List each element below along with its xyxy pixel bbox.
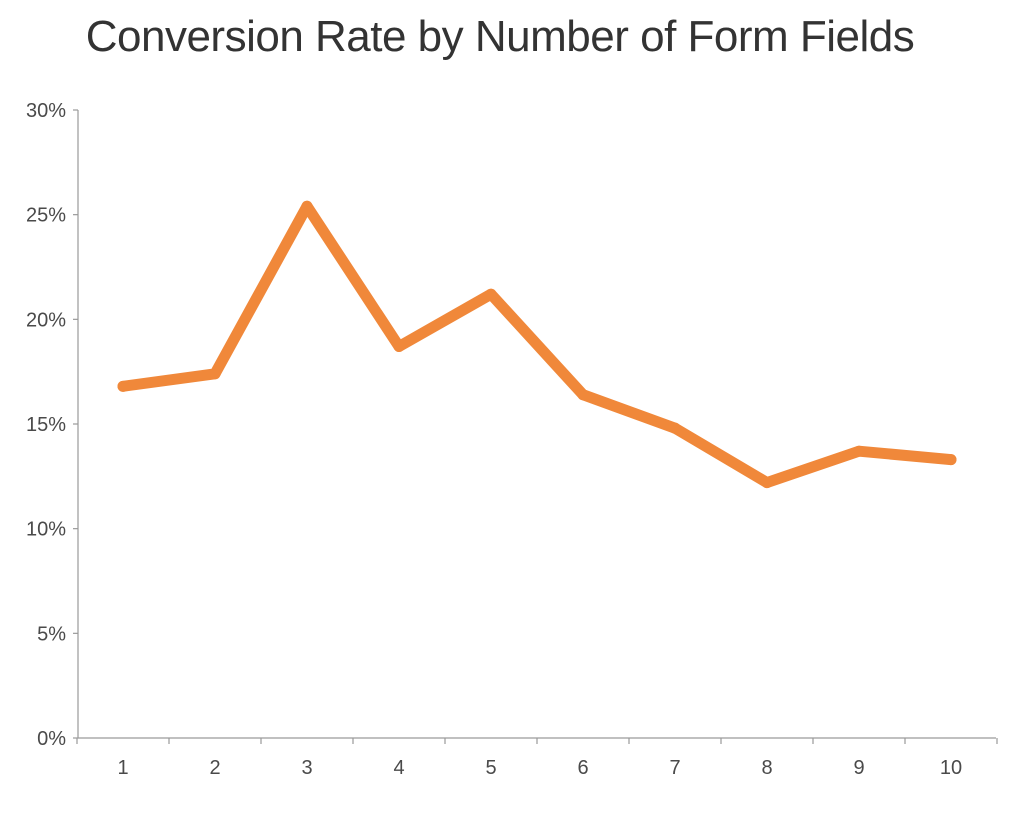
x-tick-label: 8 [761,757,772,779]
x-tick-label: 10 [940,757,962,779]
x-tick-label: 9 [853,757,864,779]
y-tick-label: 30% [26,100,66,122]
data-point [117,380,129,392]
y-tick-label: 25% [26,205,66,227]
y-tick-label: 10% [26,519,66,541]
x-tick-label: 5 [485,757,496,779]
y-tick-label: 0% [37,728,66,750]
data-point [761,477,773,489]
series-layer [117,200,957,489]
data-point [209,368,221,380]
data-point [393,341,405,353]
data-point [853,445,865,457]
data-point [945,454,957,466]
x-tick-label: 4 [393,757,404,779]
data-point [485,288,497,300]
x-axis: 1 2 3 4 5 6 7 8 9 10 [76,737,998,779]
x-tick-label: 1 [117,757,128,779]
data-point [577,389,589,401]
data-point [669,422,681,434]
y-tick-label: 20% [26,309,66,331]
y-tick-label: 15% [26,414,66,436]
x-tick-label: 7 [669,757,680,779]
chart-title: Conversion Rate by Number of Form Fields [85,12,915,61]
x-tick-label: 2 [209,757,220,779]
series-line [117,200,957,489]
x-tick-label: 3 [301,757,312,779]
y-tick-label: 5% [37,623,66,645]
x-tick-label: 6 [577,757,588,779]
data-point [301,200,313,212]
y-axis: 0% 5% 10% 15% 20% 25% 30% [26,100,79,750]
